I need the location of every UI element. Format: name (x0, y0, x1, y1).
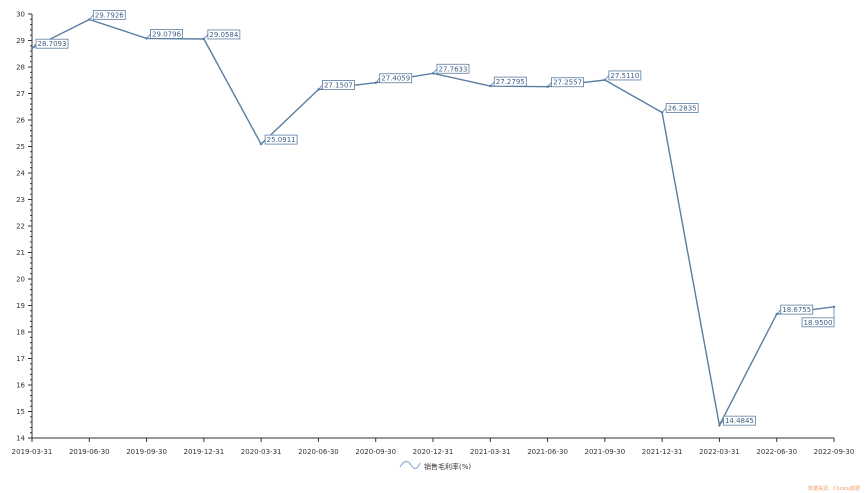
x-tick-label: 2021-06-30 (527, 448, 568, 456)
data-label-box (264, 134, 298, 145)
x-tick-label: 2021-03-31 (470, 448, 511, 456)
y-tick-label: 15 (16, 408, 25, 416)
data-label: 18.6755 (782, 306, 811, 314)
data-label-box (379, 73, 413, 84)
axes (31, 14, 834, 439)
x-ticks: 2019-03-31 2019-06-30 2019-09-30 2019-12-31… (12, 438, 855, 456)
data-points (30, 18, 836, 427)
y-tick-label: 19 (16, 302, 25, 310)
data-label-box (493, 76, 527, 87)
label-leader (489, 81, 495, 87)
data-label-box (608, 70, 642, 81)
legend-label: 销售毛利率(%) (424, 462, 471, 471)
y-tick-label: 16 (16, 382, 25, 390)
y-tick-label: 28 (16, 64, 25, 72)
data-label: 29.0584 (209, 31, 238, 39)
y-tick-label: 20 (16, 276, 25, 284)
y-tick-label: 30 (16, 11, 25, 19)
data-label: 26.2835 (668, 104, 697, 112)
x-tick-label: 2021-12-31 (642, 448, 683, 456)
y-tick-label: 21 (16, 249, 25, 257)
y-tick-label: 26 (16, 117, 25, 125)
x-tick-label: 2020-06-30 (298, 448, 339, 456)
y-tick-label: 27 (16, 90, 25, 98)
label-leader (719, 420, 724, 426)
x-tick-label: 2021-09-30 (585, 448, 626, 456)
data-label-box (436, 63, 470, 74)
label-leader (604, 75, 610, 81)
data-label: 27.5110 (610, 72, 639, 80)
legend-line-icon (399, 460, 421, 470)
x-tick-label: 2019-12-31 (184, 448, 225, 456)
label-leader (260, 139, 266, 145)
label-leader (432, 68, 438, 74)
data-label: 28.7093 (38, 40, 67, 48)
data-label-box (92, 10, 126, 20)
data-label-box (322, 80, 355, 90)
label-leader (318, 84, 323, 90)
data-label: 27.7633 (439, 65, 468, 73)
y-tick-label: 25 (16, 143, 25, 151)
data-label-box (780, 304, 814, 315)
data-label: 29.0796 (152, 30, 181, 38)
data-label: 18.9500 (804, 319, 833, 327)
x-tick-label: 2020-03-31 (241, 448, 282, 456)
label-leader (203, 34, 209, 40)
data-label: 29.7926 (95, 11, 124, 19)
label-leader (146, 33, 151, 39)
legend[interactable]: 销售毛利率(%) (399, 460, 471, 471)
y-tick-label: 24 (16, 170, 25, 178)
data-label: 27.4059 (381, 75, 410, 83)
data-labels: 28.7093 29.7926 29.0796 29.0584 25.0911 27.15… (31, 10, 835, 426)
label-leader (661, 107, 667, 113)
label-leader (776, 309, 782, 315)
y-tick-label: 29 (16, 37, 25, 45)
y-tick-label: 23 (16, 196, 25, 204)
data-label-box (207, 29, 241, 40)
data-label: 14.4845 (725, 417, 754, 425)
x-tick-label: 2022-06-30 (756, 448, 797, 456)
data-label-box (150, 28, 183, 39)
x-tick-label: 2022-03-31 (699, 448, 740, 456)
data-label-box (551, 77, 584, 88)
label-leader (31, 43, 37, 49)
data-label: 27.1507 (324, 82, 353, 90)
x-tick-label: 2019-06-30 (69, 448, 110, 456)
data-label-box (723, 415, 756, 426)
y-tick-label: 22 (16, 223, 25, 231)
y-ticks: 14 15 16 17 18 19 20 21 22 23 24 25 26 27 28 29 30 (16, 11, 32, 443)
data-label: 27.2795 (496, 78, 525, 86)
series-line (31, 18, 835, 428)
label-leader (375, 77, 381, 84)
x-tick-label: 2020-12-31 (413, 448, 454, 456)
y-tick-label: 14 (16, 435, 25, 443)
label-leader (88, 14, 94, 20)
watermark: 数据来源：Choice数据 (808, 485, 860, 492)
data-label: 25.0911 (267, 136, 296, 144)
data-label: 27.2557 (553, 79, 582, 87)
y-tick-label: 17 (16, 355, 25, 363)
x-tick-label: 2019-09-30 (126, 448, 167, 456)
data-label-box (665, 103, 699, 113)
x-tick-label: 2020-09-30 (355, 448, 396, 456)
x-tick-label: 2022-09-30 (814, 448, 855, 456)
label-leader (547, 81, 552, 87)
x-tick-label: 2019-03-31 (12, 448, 53, 456)
data-label-box (801, 317, 835, 328)
data-label-box (35, 38, 69, 49)
y-tick-label: 18 (16, 329, 25, 337)
